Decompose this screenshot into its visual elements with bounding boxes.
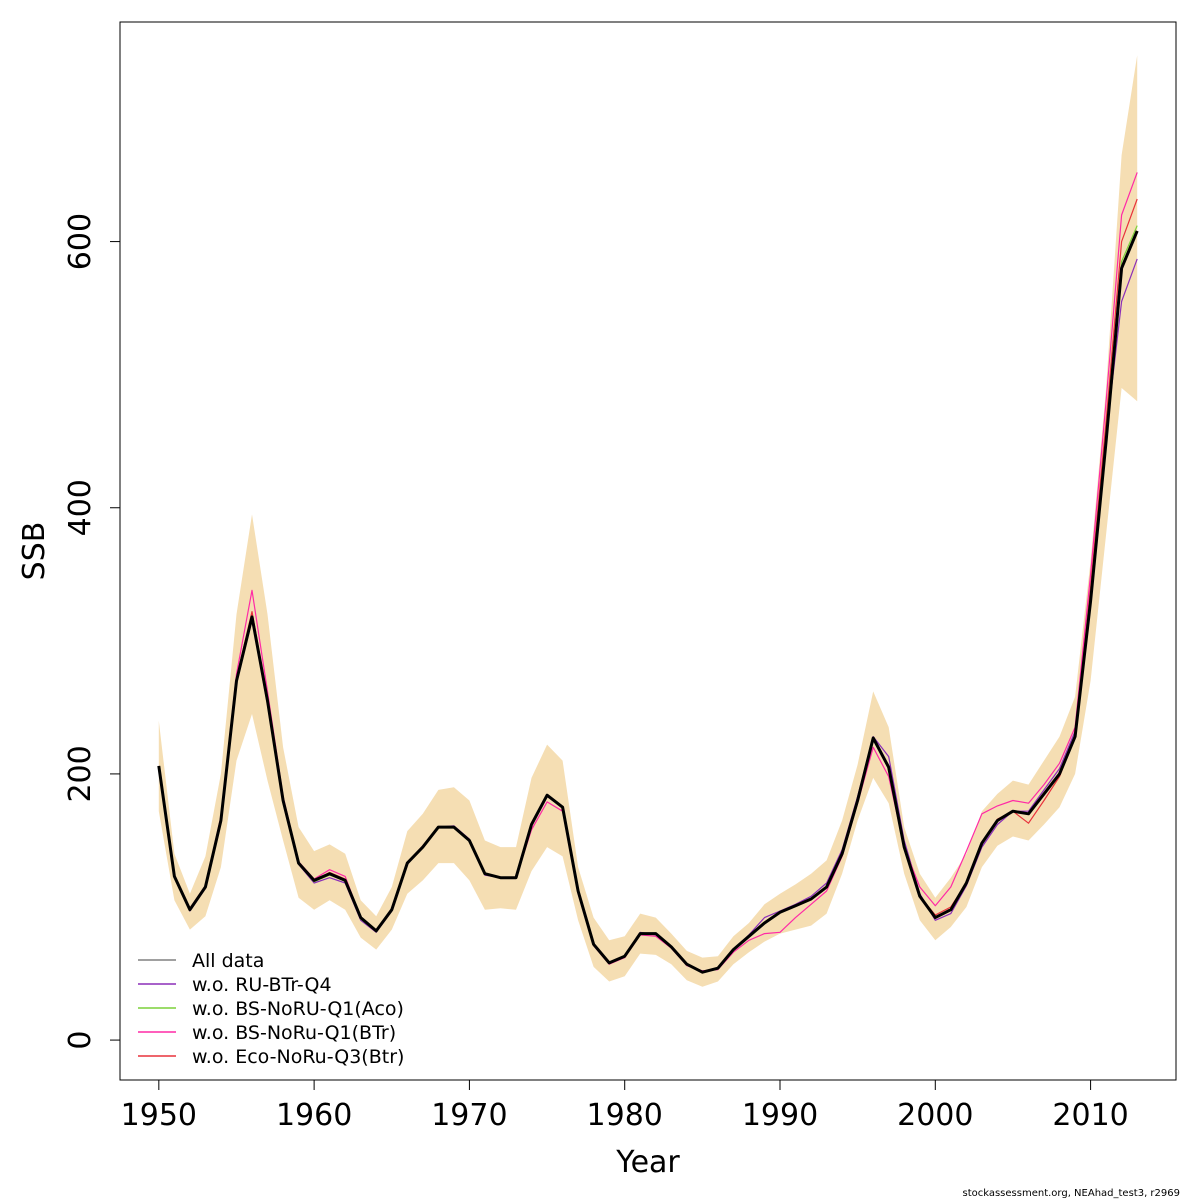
x-tick-label: 1970 bbox=[431, 1098, 507, 1133]
legend-label: All data bbox=[192, 950, 264, 972]
series-line-all-data bbox=[157, 230, 1139, 974]
y-axis-title: SSB bbox=[17, 522, 52, 581]
legend-label: w.o. Eco-NoRu-Q3(Btr) bbox=[192, 1046, 404, 1068]
x-tick-label: 1990 bbox=[742, 1098, 818, 1133]
x-tick-label: 1980 bbox=[587, 1098, 663, 1133]
x-tick-label: 1960 bbox=[276, 1098, 352, 1133]
series-line-bs-noru-q1-btr bbox=[158, 172, 1138, 972]
x-tick-label: 2000 bbox=[897, 1098, 973, 1133]
series-layer bbox=[157, 172, 1139, 974]
x-tick-label: 2010 bbox=[1052, 1098, 1128, 1133]
confidence-band-layer bbox=[158, 55, 1138, 987]
y-tick-label: 600 bbox=[63, 213, 98, 270]
legend-label: w.o. RU-BTr-Q4 bbox=[192, 974, 332, 996]
y-tick-label: 200 bbox=[63, 745, 98, 802]
legend-label: w.o. BS-NoRu-Q1(BTr) bbox=[192, 1022, 396, 1044]
confidence-band bbox=[158, 55, 1138, 987]
y-tick-label: 0 bbox=[63, 1031, 98, 1050]
footnote: stockassessment.org, NEAhad_test3, r2969 bbox=[962, 1188, 1180, 1199]
x-axis-title: Year bbox=[615, 1145, 680, 1180]
y-axis: 0 200 400 600 bbox=[63, 213, 121, 1050]
legend-item: w.o. BS-NoRu-Q1(BTr) bbox=[138, 1022, 396, 1044]
legend-item: w.o. RU-BTr-Q4 bbox=[138, 974, 332, 996]
x-axis: 1950 1960 1970 1980 1990 2000 2010 bbox=[121, 1079, 1129, 1133]
legend-item: All data bbox=[138, 950, 264, 972]
legend-item: w.o. BS-NoRU-Q1(Aco) bbox=[138, 998, 404, 1020]
y-tick-label: 400 bbox=[63, 479, 98, 536]
legend-label: w.o. BS-NoRU-Q1(Aco) bbox=[192, 998, 404, 1020]
legend-item: w.o. Eco-NoRu-Q3(Btr) bbox=[138, 1046, 404, 1068]
x-tick-label: 1950 bbox=[121, 1098, 197, 1133]
